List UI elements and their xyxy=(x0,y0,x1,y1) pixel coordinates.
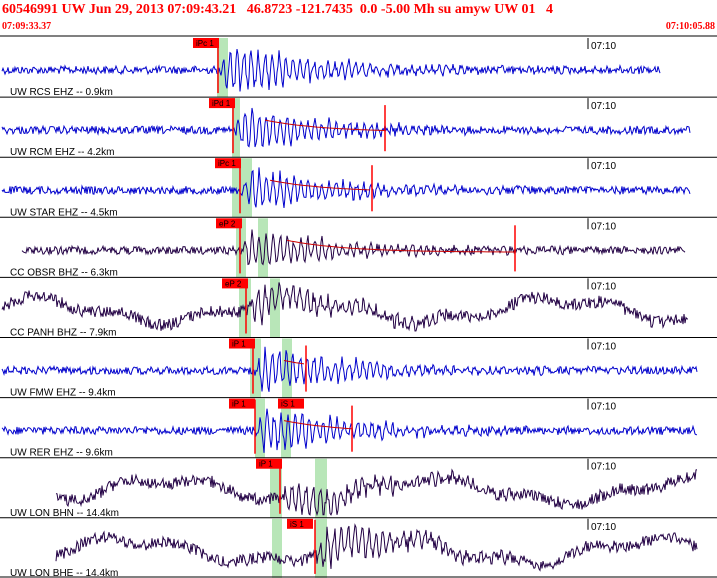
pick-tag[interactable] xyxy=(229,398,255,409)
trace-row: iPd 1 07:10 UW RCM EHZ -- 4.2km xyxy=(0,96,717,158)
pick-tag-label: iS 1 xyxy=(290,520,304,529)
pick-tag[interactable] xyxy=(229,338,255,349)
minute-tick-label: 07:10 xyxy=(591,522,616,533)
pick-tag-label: eP 2 xyxy=(219,219,236,228)
minute-tick-label: 07:10 xyxy=(591,41,616,52)
pick-tag-label: iPc 1 xyxy=(196,39,214,48)
waveform-trace xyxy=(21,229,686,266)
station-label: UW STAR EHZ -- 4.5km xyxy=(10,207,118,218)
waveform-trace xyxy=(1,49,661,92)
pick-tag[interactable] xyxy=(215,158,241,169)
coda-fit-curve xyxy=(269,179,371,191)
pick-window xyxy=(232,158,243,218)
waveform-trace xyxy=(1,107,691,148)
pick-tag[interactable] xyxy=(278,398,304,409)
station-label: CC PANH BHZ -- 7.9km xyxy=(10,328,117,339)
trace-row: iP 1 07:10 UW FMW EHZ -- 9.4km xyxy=(0,337,717,399)
minute-tick-label: 07:10 xyxy=(591,221,616,232)
pick-window xyxy=(315,458,327,518)
station-label: UW RCS EHZ -- 0.9km xyxy=(10,87,113,98)
pick-window xyxy=(282,338,292,398)
pick-window xyxy=(243,158,252,218)
trace-row: eP 2 07:10 CC OBSR BHZ -- 6.3km xyxy=(0,216,717,278)
pick-window xyxy=(272,518,282,578)
pick-tag[interactable] xyxy=(216,218,242,229)
station-label: UW LON BHE -- 14.4km xyxy=(10,568,118,578)
station-label: UW LON BHN -- 14.4km xyxy=(10,508,119,519)
pick-tag-label: iP 1 xyxy=(232,340,246,349)
pick-window xyxy=(258,218,268,278)
pick-tag[interactable] xyxy=(287,518,313,529)
station-label: UW FMW EHZ -- 9.4km xyxy=(10,388,116,399)
coda-fit-curve xyxy=(286,239,515,253)
trace-row: iP 1 iS 1 07:10 UW RER EHZ -- 9.6km xyxy=(0,397,717,459)
pick-window xyxy=(281,398,291,458)
pick-tag[interactable] xyxy=(256,458,282,469)
event-header-title: 60546991 UW Jun 29, 2013 07:09:43.21 46.… xyxy=(2,2,553,17)
pick-window xyxy=(255,398,265,458)
coda-fit-curve xyxy=(283,360,305,365)
station-label: CC OBSR BHZ -- 6.3km xyxy=(10,267,118,278)
pick-tag-label: iS 1 xyxy=(281,400,295,409)
station-label: UW RER EHZ -- 9.6km xyxy=(10,448,113,459)
pick-window xyxy=(236,218,246,278)
waveform-trace xyxy=(1,167,691,208)
minute-tick-label: 07:10 xyxy=(591,281,616,292)
waveform-trace xyxy=(1,408,698,453)
minute-tick-label: 07:10 xyxy=(591,161,616,172)
station-label: UW RCM EHZ -- 4.2km xyxy=(10,147,114,158)
pick-tag-label: iP 1 xyxy=(232,400,246,409)
coda-fit-curve xyxy=(283,420,353,430)
waveform-trace xyxy=(55,468,698,517)
pick-tag-label: iPc 1 xyxy=(218,159,236,168)
pick-window xyxy=(232,98,240,158)
pick-tag[interactable] xyxy=(193,38,219,48)
window-start-time: 07:09:33.37 xyxy=(2,21,52,32)
trace-row: eP 2 07:10 CC PANH BHZ -- 7.9km xyxy=(0,276,717,339)
minute-tick-label: 07:10 xyxy=(591,402,616,413)
pick-tag-label: eP 2 xyxy=(225,279,242,288)
pick-window xyxy=(250,338,261,398)
waveform-trace xyxy=(1,346,698,392)
minute-tick-label: 07:10 xyxy=(591,101,616,112)
trace-row: iP 1 07:10 UW LON BHN -- 14.4km xyxy=(0,457,717,519)
pick-tag-label: iP 1 xyxy=(259,460,273,469)
minute-tick-label: 07:10 xyxy=(591,342,616,353)
pick-tag[interactable] xyxy=(209,98,235,109)
pick-tag-label: iPd 1 xyxy=(212,99,231,108)
coda-fit-curve xyxy=(264,119,386,131)
waveform-trace xyxy=(55,523,698,572)
trace-row: iS 1 07:10 UW LON BHE -- 14.4km xyxy=(0,517,717,578)
pick-tag[interactable] xyxy=(222,278,248,289)
window-end-time: 07:10:05.88 xyxy=(665,21,715,32)
trace-row: iPc 1 07:10 UW RCS EHZ -- 0.9km xyxy=(1,38,661,98)
waveform-trace xyxy=(1,282,689,332)
minute-tick-label: 07:10 xyxy=(591,462,616,473)
trace-row: iPc 1 07:10 UW STAR EHZ -- 4.5km xyxy=(0,156,717,218)
